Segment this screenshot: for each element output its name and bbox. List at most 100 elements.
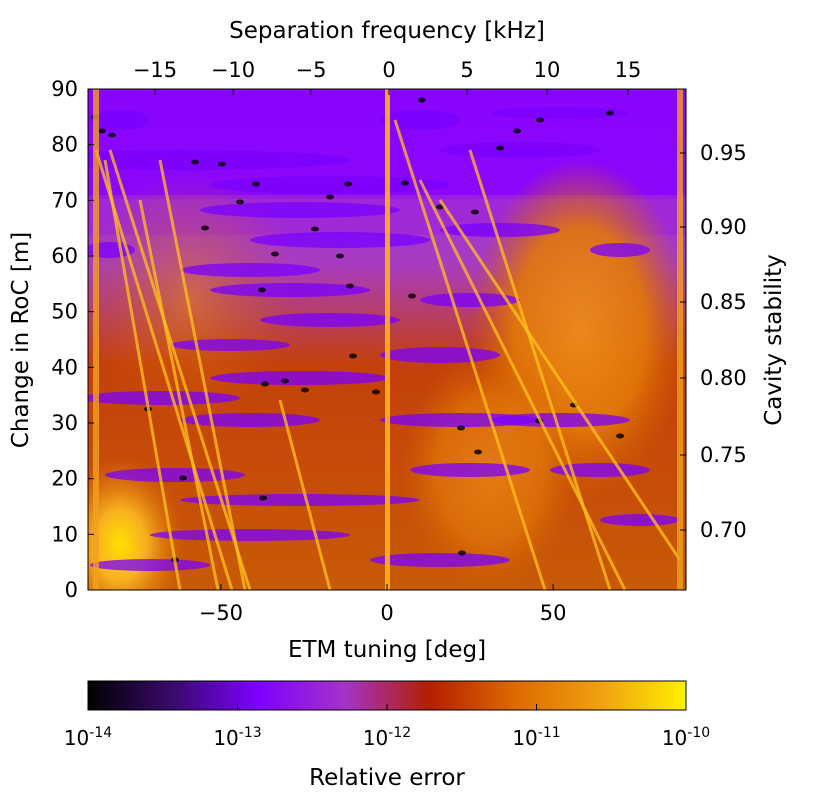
min-error-speck (457, 425, 465, 431)
colorbar-tick-label: 10-12 (363, 725, 411, 750)
min-error-speck (281, 378, 289, 384)
min-error-speck (616, 433, 624, 439)
y-tick-label: 0 (65, 578, 78, 602)
min-error-speck (336, 253, 344, 259)
low-error-patch (490, 413, 630, 427)
top-axis-label: Separation frequency [kHz] (229, 18, 545, 44)
low-error-patch (150, 529, 350, 541)
resonance-line (108, 149, 252, 590)
min-error-speck (258, 287, 266, 293)
min-error-speck (108, 132, 116, 138)
min-error-speck (436, 204, 444, 210)
y-tick-label: 60 (51, 244, 78, 268)
top-tick-label: 0 (382, 58, 395, 82)
resonance-line (438, 199, 682, 561)
min-error-speck (372, 389, 380, 395)
low-error-patch (260, 313, 400, 327)
heatmap-line-center (385, 89, 390, 590)
resonance-line (468, 149, 612, 590)
low-error-patch (200, 202, 400, 218)
low-error-patch (210, 371, 390, 385)
top-tick-label: −15 (133, 58, 177, 82)
x-axis-label: ETM tuning [deg] (288, 637, 486, 663)
min-error-speck (179, 475, 187, 481)
min-error-speck (261, 381, 269, 387)
min-error-speck (191, 159, 199, 165)
low-error-patch (420, 293, 520, 307)
y-tick-label: 90 (51, 77, 78, 101)
min-error-speck (236, 199, 244, 205)
low-error-patch (180, 494, 420, 506)
min-error-speck (408, 293, 416, 299)
low-error-patch (88, 242, 135, 258)
top-tick-label: −5 (296, 58, 327, 82)
min-error-speck (259, 495, 267, 501)
heatmap-resonance-lines (94, 119, 682, 590)
low-error-patch (170, 339, 290, 351)
x-tick-label: 0 (380, 601, 393, 625)
right-axis: 0.70 0.75 0.80 0.85 0.90 0.95 (680, 141, 747, 542)
resonance-line (103, 159, 182, 590)
y-tick-label: 30 (51, 411, 78, 435)
low-error-patch (90, 559, 210, 571)
low-error-patch (380, 110, 460, 130)
min-error-speck (474, 449, 482, 455)
low-error-patch (105, 468, 245, 482)
colorbar-label: Relative error (309, 765, 465, 791)
min-error-speck (311, 226, 319, 232)
low-error-patch (210, 283, 370, 297)
low-error-patch (440, 223, 560, 237)
min-error-speck (201, 225, 209, 231)
y-tick-label: 20 (51, 467, 78, 491)
min-error-speck (606, 110, 614, 116)
x-tick-label: −50 (199, 601, 243, 625)
resonance-line (418, 179, 627, 590)
right-tick-label: 0.70 (700, 518, 747, 542)
y-tick-label: 80 (51, 133, 78, 157)
x-tick-label: 50 (540, 601, 567, 625)
low-error-patch (250, 232, 430, 248)
resonance-line (158, 159, 247, 590)
y-tick-label: 10 (51, 522, 78, 546)
low-error-patch (600, 514, 680, 526)
top-axis: −15 −10 −5 0 5 10 15 (133, 58, 642, 95)
colorbar-tick-label: 10-14 (64, 725, 112, 750)
y-axis-label: Change in RoC [m] (8, 232, 34, 448)
right-axis-label: Cavity stability (761, 254, 787, 426)
min-error-speck (98, 128, 106, 134)
min-error-speck (344, 181, 352, 187)
min-error-speck (326, 194, 334, 200)
colorbar-tick-label: 10-11 (512, 725, 560, 750)
low-error-patch (550, 463, 650, 477)
low-error-patch (440, 142, 600, 158)
min-error-speck (458, 550, 466, 556)
y-tick-label: 70 (51, 188, 78, 212)
min-error-speck (401, 180, 409, 186)
right-tick-label: 0.80 (700, 366, 747, 390)
min-error-speck (252, 181, 260, 187)
heatmap-line-left-edge (93, 89, 99, 590)
resonance-line (393, 119, 547, 590)
top-tick-label: −10 (211, 58, 255, 82)
right-tick-label: 0.75 (700, 443, 747, 467)
low-error-patch (490, 107, 630, 119)
y-axis: 0 10 20 30 40 50 60 70 80 90 (51, 77, 94, 602)
heatmap-line-right-edge (677, 89, 683, 590)
low-error-patch (370, 553, 510, 567)
low-error-patch (380, 347, 500, 363)
min-error-speck (496, 145, 504, 151)
right-tick-label: 0.90 (700, 215, 747, 239)
resonance-line (278, 399, 332, 590)
min-error-speck (301, 387, 309, 393)
top-tick-label: 5 (460, 58, 473, 82)
low-error-patch (90, 110, 150, 130)
low-error-patch (590, 243, 650, 257)
top-tick-label: 15 (615, 58, 642, 82)
min-error-speck (471, 209, 479, 215)
y-tick-label: 40 (51, 355, 78, 379)
low-error-patch (180, 263, 320, 277)
low-error-patch (88, 150, 350, 170)
heatmap-hot-region-bottom-left (88, 455, 185, 590)
min-error-speck (346, 283, 354, 289)
